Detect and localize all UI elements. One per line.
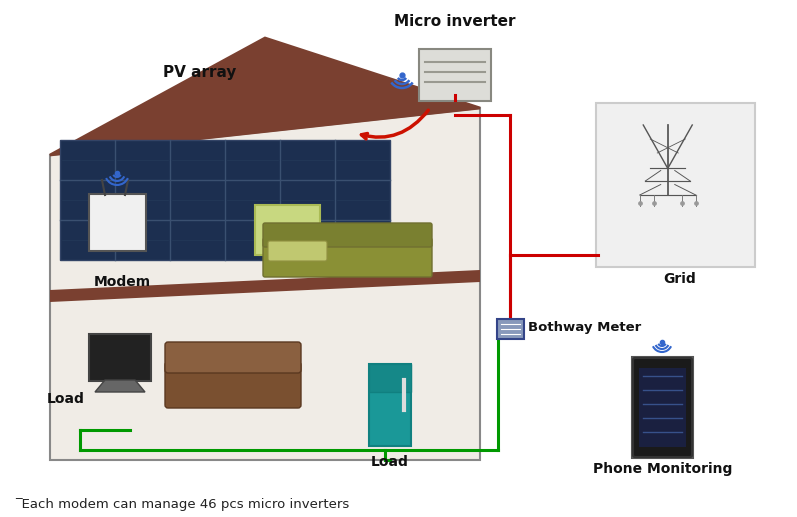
FancyBboxPatch shape	[419, 49, 491, 101]
Text: Micro inverter: Micro inverter	[395, 14, 516, 29]
Polygon shape	[50, 108, 480, 460]
FancyBboxPatch shape	[263, 238, 432, 277]
Text: Load: Load	[371, 455, 409, 469]
Text: ‾Each modem can manage 46 pcs micro inverters: ‾Each modem can manage 46 pcs micro inve…	[15, 498, 349, 511]
FancyBboxPatch shape	[596, 103, 755, 267]
FancyBboxPatch shape	[60, 140, 390, 260]
Text: Grid: Grid	[664, 272, 697, 286]
FancyBboxPatch shape	[165, 342, 301, 373]
FancyBboxPatch shape	[263, 223, 432, 247]
Polygon shape	[50, 38, 480, 155]
Polygon shape	[95, 380, 145, 392]
FancyBboxPatch shape	[497, 319, 524, 339]
FancyBboxPatch shape	[89, 334, 151, 381]
FancyBboxPatch shape	[255, 205, 320, 255]
Text: PV array: PV array	[163, 65, 237, 80]
FancyBboxPatch shape	[639, 368, 686, 447]
Text: Modem: Modem	[93, 275, 151, 289]
FancyBboxPatch shape	[89, 194, 146, 251]
Text: Bothway Meter: Bothway Meter	[528, 321, 642, 333]
FancyBboxPatch shape	[369, 364, 411, 446]
FancyBboxPatch shape	[633, 358, 692, 457]
Text: Phone Monitoring: Phone Monitoring	[593, 462, 732, 476]
FancyBboxPatch shape	[268, 241, 327, 261]
Polygon shape	[50, 270, 480, 302]
Text: Load: Load	[47, 392, 85, 406]
FancyBboxPatch shape	[369, 364, 411, 392]
FancyBboxPatch shape	[165, 362, 301, 408]
